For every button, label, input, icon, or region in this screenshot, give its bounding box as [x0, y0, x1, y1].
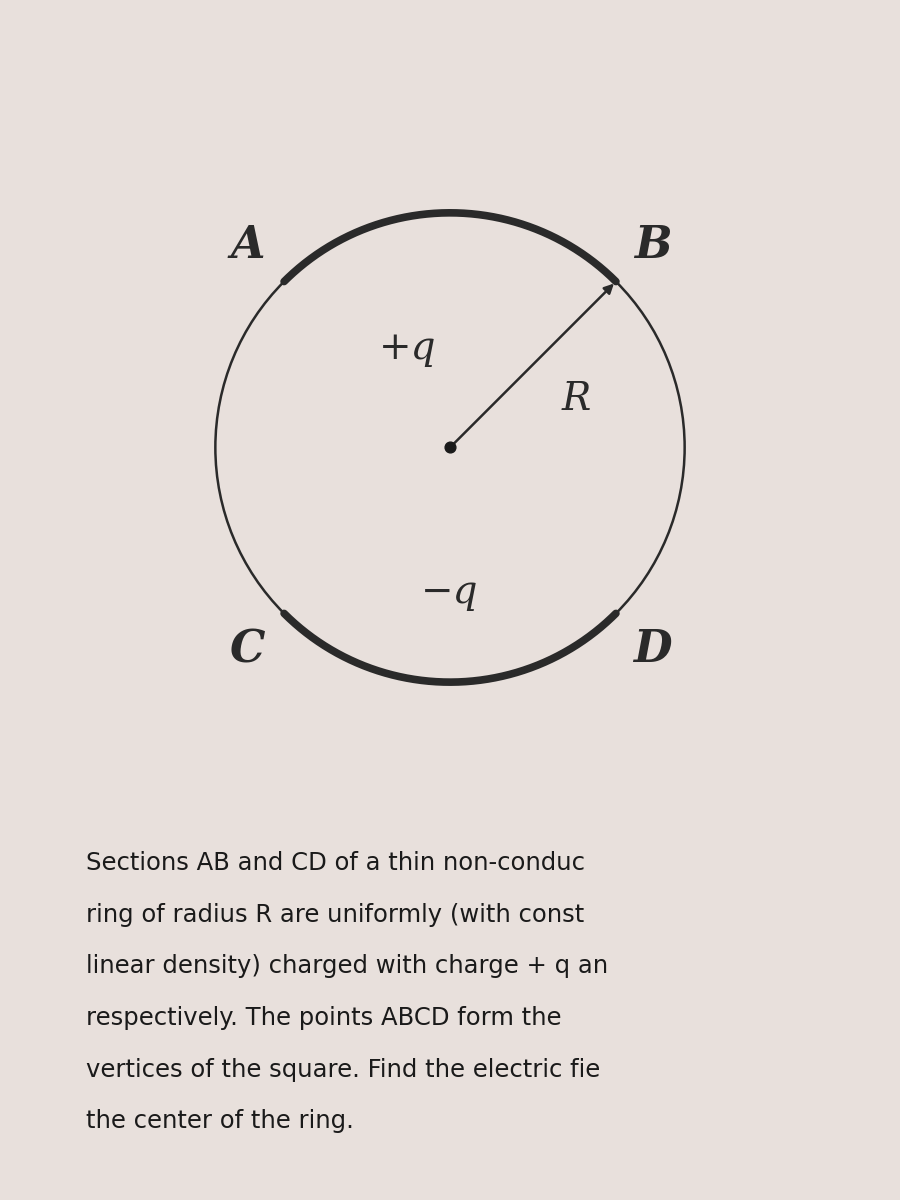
- Text: vertices of the square. Find the electric fie: vertices of the square. Find the electri…: [86, 1057, 600, 1081]
- Text: R: R: [561, 380, 590, 418]
- Text: respectively. The points ABCD form the: respectively. The points ABCD form the: [86, 1006, 562, 1030]
- Point: [443, 438, 457, 457]
- Text: A: A: [230, 223, 265, 266]
- Text: +q: +q: [379, 330, 436, 367]
- Text: linear density) charged with charge + q an: linear density) charged with charge + q …: [86, 954, 608, 978]
- Text: B: B: [634, 223, 671, 266]
- Text: Sections AB and CD of a thin non-conduc: Sections AB and CD of a thin non-conduc: [86, 851, 585, 875]
- Text: the center of the ring.: the center of the ring.: [86, 1109, 355, 1133]
- Text: ring of radius R are uniformly (with const: ring of radius R are uniformly (with con…: [86, 902, 584, 926]
- Text: −q: −q: [421, 575, 479, 612]
- Text: C: C: [230, 629, 266, 672]
- Text: D: D: [633, 629, 671, 672]
